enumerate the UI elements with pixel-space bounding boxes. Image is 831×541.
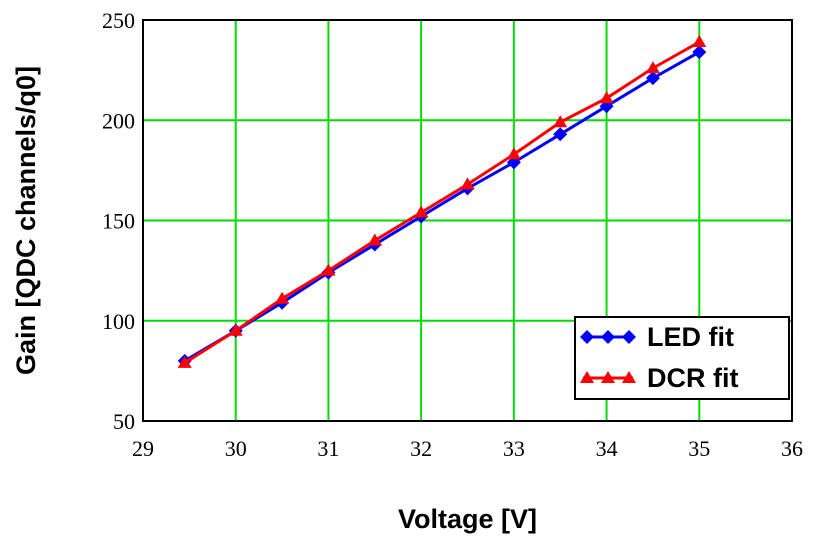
x-tick-label: 33 [503,436,525,461]
data-point [553,115,568,128]
legend-marker [580,330,594,344]
plot-frame [142,19,793,422]
data-point [177,355,192,368]
legend-label: DCR fit [647,363,738,393]
series-line [183,40,701,365]
y-axis-title: Gain [QDC channels/q0] [11,66,41,375]
data-point [692,35,707,48]
x-tick-label: 35 [688,436,710,461]
data-point [599,91,614,104]
legend-item: LED fit [580,322,734,352]
legend-marker [601,371,615,383]
x-tick-label: 31 [317,436,339,461]
tick-labels: 29 30 31 32 33 34 35 36 50 100 150 200 250 [102,8,803,461]
data-point [460,177,475,190]
y-tick-label: 150 [102,209,135,234]
legend-marker [622,371,636,383]
legend: LED fit DCR fit [574,316,790,400]
x-tick-label: 29 [132,436,154,461]
data-point [645,61,660,74]
legend-marker [580,371,594,383]
data-point [414,205,429,218]
data-point [506,147,521,160]
series-layer [177,35,707,368]
data-point [553,127,568,142]
legend-box [574,316,790,400]
data-point [321,263,336,276]
x-tick-label: 30 [225,436,247,461]
x-tick-label: 32 [410,436,432,461]
y-tick-label: 100 [102,309,135,334]
x-tick-label: 34 [596,436,618,461]
x-tick-label: 36 [781,436,803,461]
y-tick-label: 200 [102,108,135,133]
y-tick-label: 50 [113,409,135,434]
legend-marker [622,330,636,344]
legend-marker [601,330,615,344]
series-line [183,50,701,363]
data-point [228,323,243,336]
data-point [275,291,290,304]
legend-label: LED fit [647,322,734,352]
legend-item: DCR fit [580,363,738,393]
data-point [367,233,382,246]
y-tick-label: 250 [102,8,135,33]
data-point [645,71,660,86]
x-axis-title: Voltage [V] [398,504,537,534]
data-point [692,45,707,60]
series-dcr-fit [177,35,707,368]
